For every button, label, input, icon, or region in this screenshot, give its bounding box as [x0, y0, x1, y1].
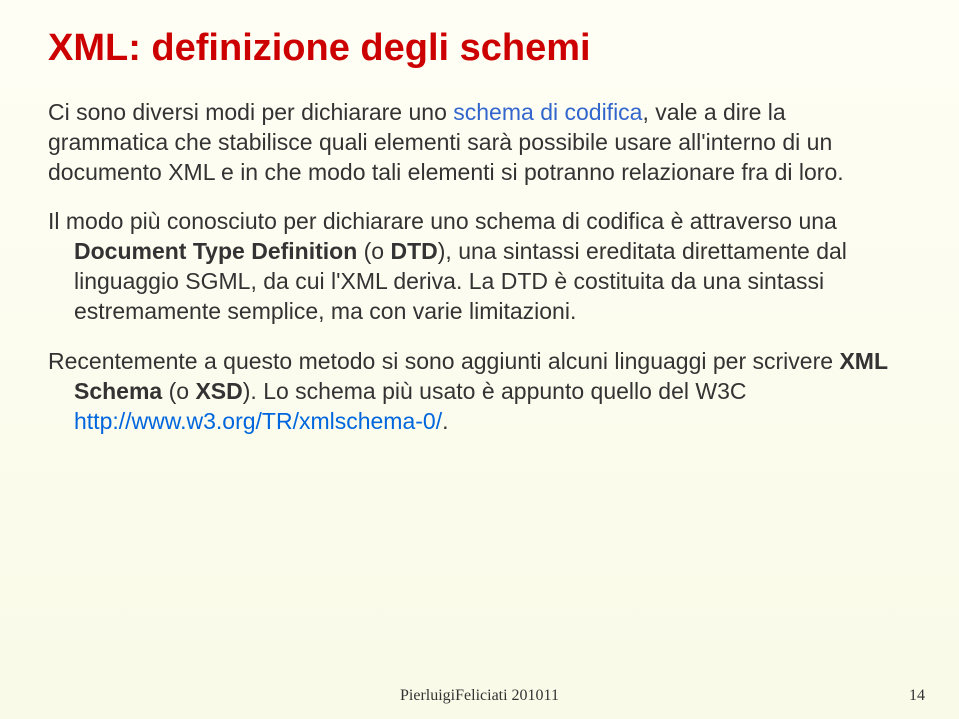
p2-term-dtd: DTD: [390, 238, 437, 264]
p2-term-dtd-full: Document Type Definition: [74, 238, 357, 264]
page-number: 14: [909, 687, 925, 705]
p3-term-xsd: XSD: [195, 378, 242, 404]
p3-link[interactable]: http://www.w3.org/TR/xmlschema-0/: [74, 408, 442, 434]
p1-text-1: Ci sono diversi modi per dichiarare uno: [48, 99, 453, 125]
p3-text-1: Recentemente a questo metodo si sono agg…: [48, 348, 839, 374]
p3-text-5: ). Lo schema più usato è appunto quello …: [243, 378, 747, 404]
slide-title: XML: definizione degli schemi: [48, 28, 911, 70]
p2-text-3: (o: [357, 238, 390, 264]
slide-container: XML: definizione degli schemi Ci sono di…: [0, 0, 959, 719]
paragraph-1: Ci sono diversi modi per dichiarare uno …: [48, 98, 911, 188]
paragraph-3: Recentemente a questo metodo si sono agg…: [48, 347, 911, 437]
p2-text-1: Il modo più conosciuto per dichiarare un…: [48, 208, 837, 234]
p1-term-schema: schema di codifica: [453, 99, 642, 125]
footer-text: PierluigiFeliciati 201011: [0, 687, 959, 705]
paragraph-2: Il modo più conosciuto per dichiarare un…: [48, 207, 911, 327]
p3-text-3: (o: [162, 378, 195, 404]
p3-text-6: .: [442, 408, 448, 434]
